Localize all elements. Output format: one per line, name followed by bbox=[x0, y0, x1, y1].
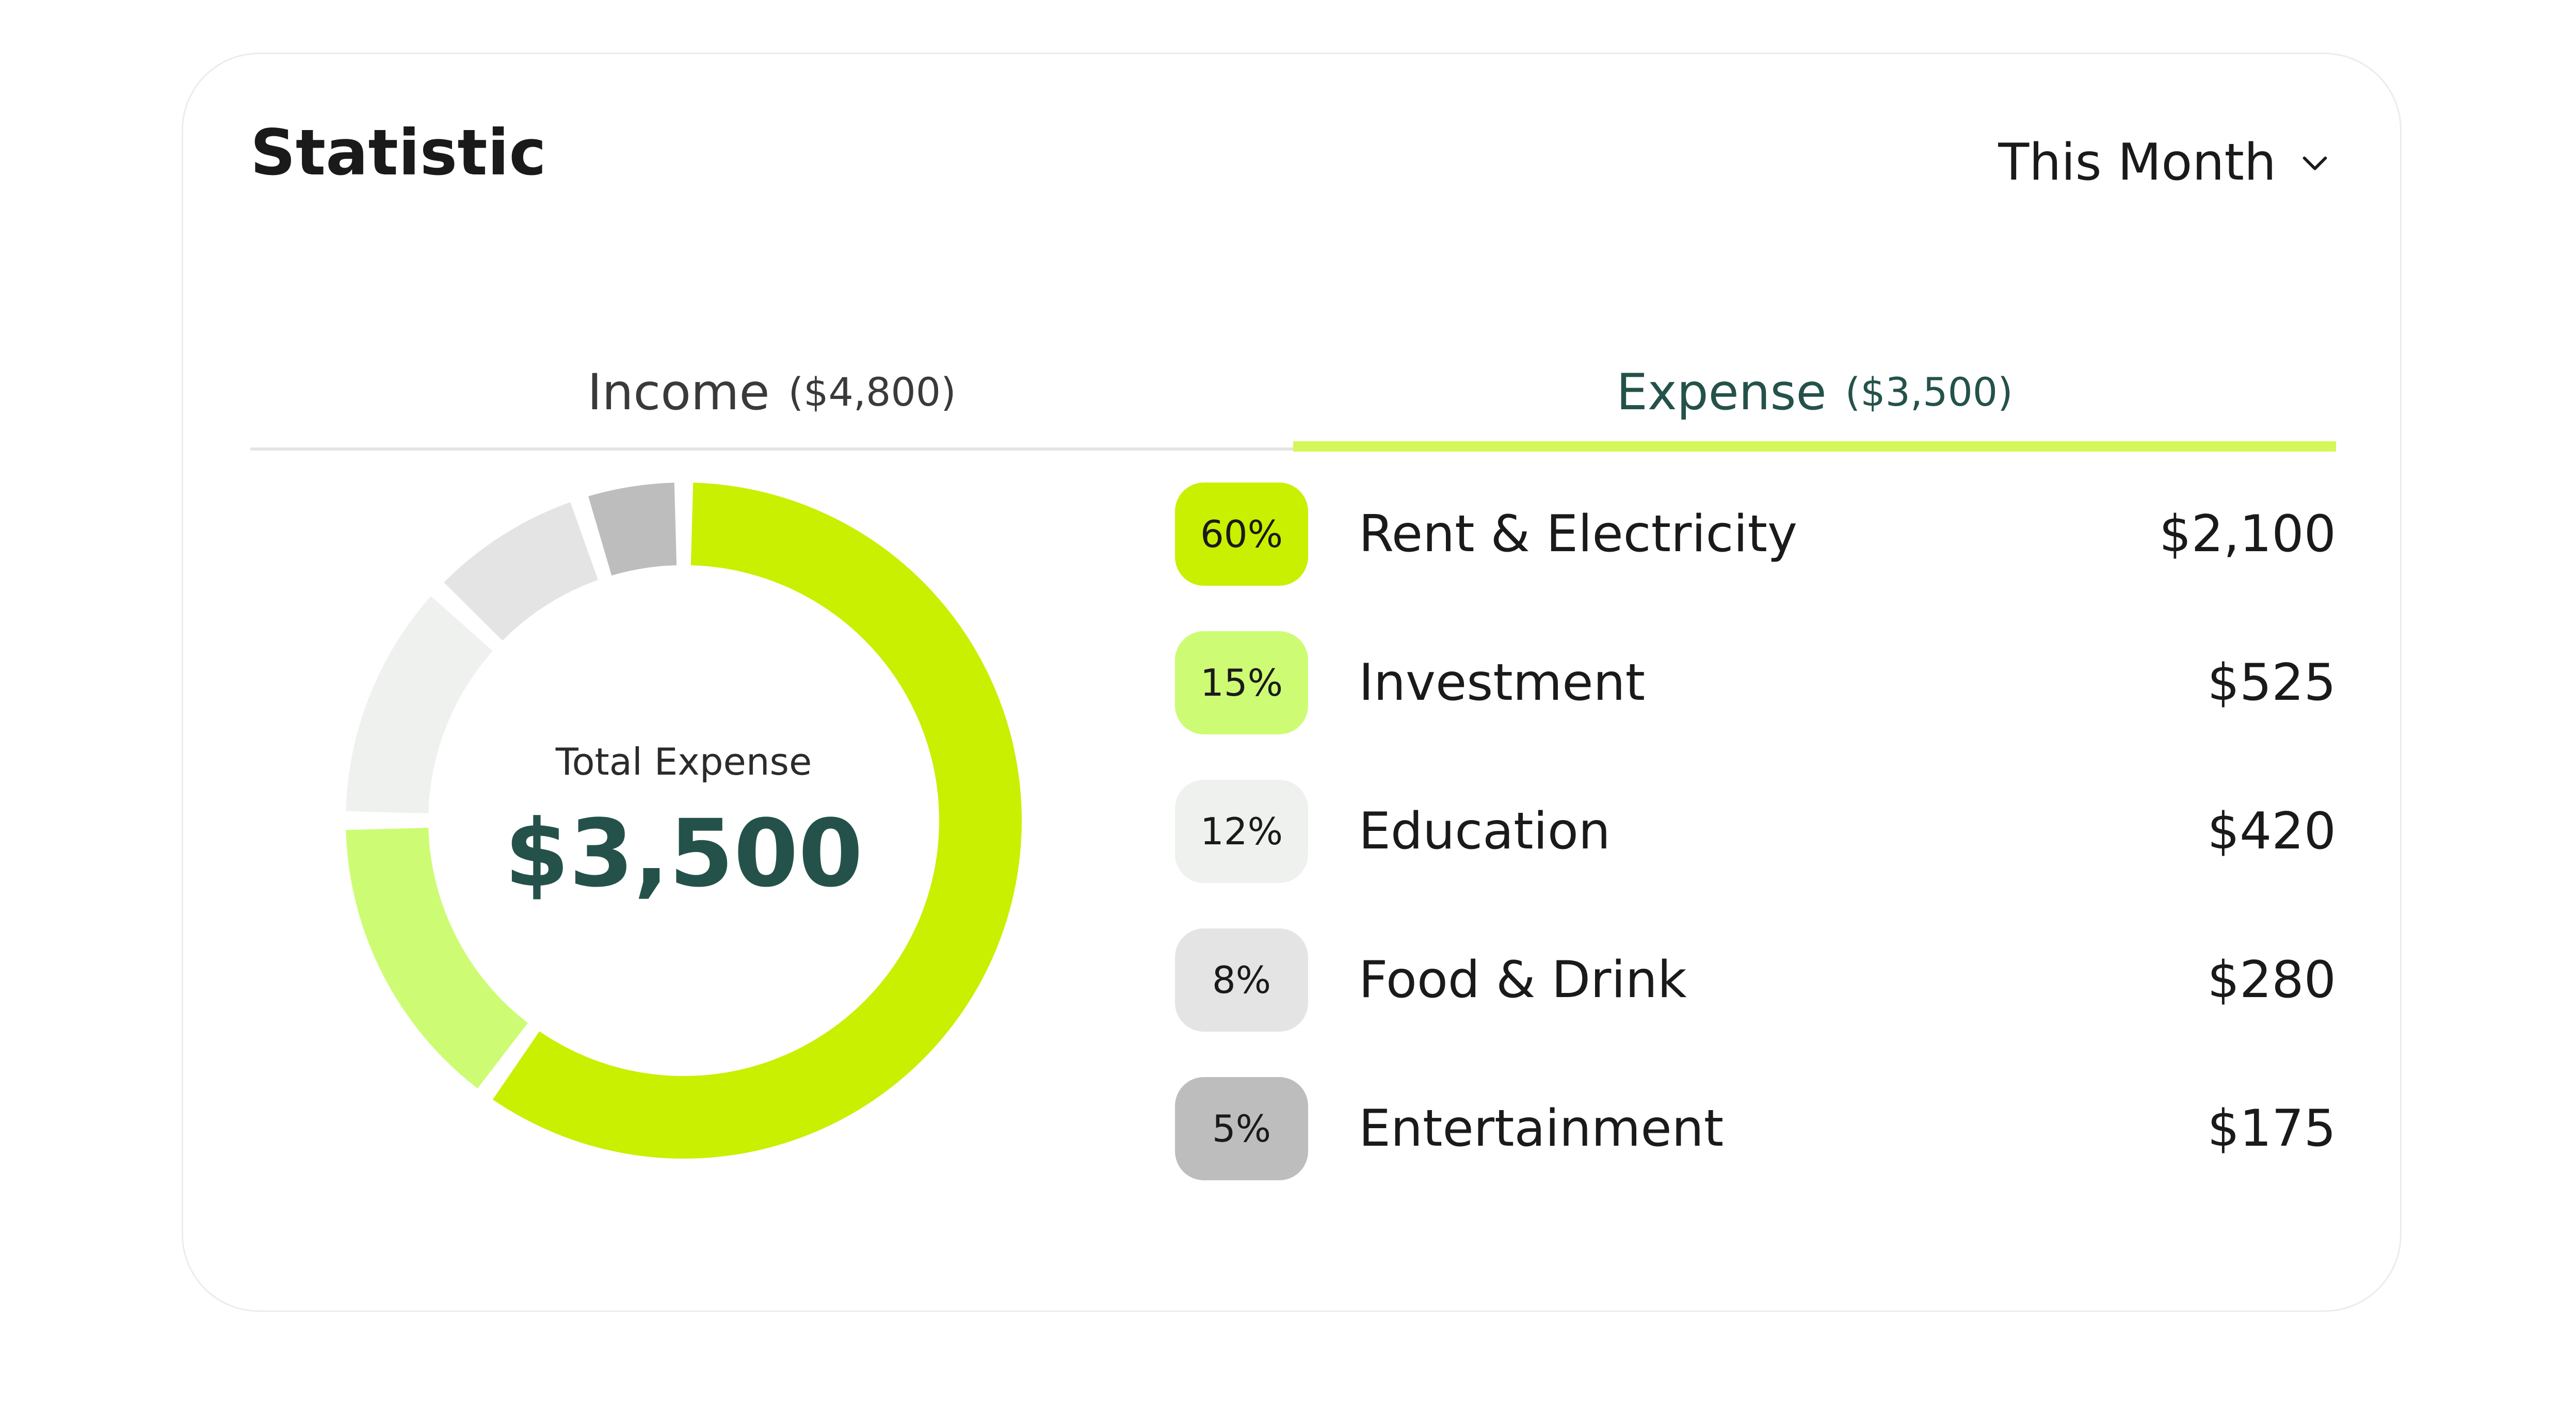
percent-badge: 60% bbox=[1175, 483, 1308, 586]
category-name: Food & Drink bbox=[1359, 951, 1687, 1009]
list-item: 15% Investment $525 bbox=[1175, 631, 2336, 734]
category-amount: $525 bbox=[2207, 653, 2336, 712]
period-dropdown[interactable]: This Month bbox=[1998, 126, 2333, 199]
category-name: Rent & Electricity bbox=[1359, 505, 1798, 564]
statistic-card: Statistic This Month Income ($4,800) Exp… bbox=[182, 53, 2402, 1312]
category-amount: $2,100 bbox=[2159, 505, 2336, 564]
percent-badge: 8% bbox=[1175, 928, 1308, 1032]
donut-center-total: $3,500 bbox=[504, 800, 863, 908]
list-item: 5% Entertainment $175 bbox=[1175, 1077, 2336, 1180]
tab-expense-amount: ($3,500) bbox=[1845, 369, 2013, 415]
category-name: Entertainment bbox=[1359, 1099, 1724, 1158]
tab-income-label: Income bbox=[587, 363, 770, 421]
donut-center-label: Total Expense bbox=[555, 740, 812, 783]
percent-badge: 5% bbox=[1175, 1077, 1308, 1180]
donut-slice-investment bbox=[346, 827, 528, 1088]
percent-badge: 15% bbox=[1175, 631, 1308, 734]
list-item: 8% Food & Drink $280 bbox=[1175, 928, 2336, 1032]
period-label: This Month bbox=[1998, 133, 2276, 192]
category-amount: $175 bbox=[2207, 1099, 2336, 1158]
tab-bar: Income ($4,800) Expense ($3,500) bbox=[250, 333, 2336, 452]
category-name: Education bbox=[1359, 802, 1611, 861]
tab-expense-label: Expense bbox=[1616, 363, 1827, 421]
tab-income[interactable]: Income ($4,800) bbox=[250, 333, 1293, 452]
category-amount: $280 bbox=[2207, 951, 2336, 1009]
tab-income-amount: ($4,800) bbox=[788, 369, 956, 415]
expense-donut-chart bbox=[346, 483, 1022, 1159]
donut-slice-education bbox=[346, 596, 493, 814]
card-title: Statistic bbox=[250, 116, 546, 189]
donut-slice-food-drink bbox=[444, 502, 599, 641]
chevron-down-icon bbox=[2303, 156, 2327, 170]
category-name: Investment bbox=[1359, 653, 1646, 712]
category-list: 60% Rent & Electricity $2,100 15% Invest… bbox=[1175, 483, 2336, 1226]
donut-slice-entertainment bbox=[588, 483, 678, 576]
category-amount: $420 bbox=[2207, 802, 2336, 861]
list-item: 60% Rent & Electricity $2,100 bbox=[1175, 483, 2336, 586]
list-item: 12% Education $420 bbox=[1175, 780, 2336, 883]
percent-badge: 12% bbox=[1175, 780, 1308, 883]
donut-slice-rent-electricity bbox=[493, 483, 1022, 1159]
tab-active-indicator bbox=[1293, 441, 2336, 452]
tab-expense[interactable]: Expense ($3,500) bbox=[1293, 333, 2336, 452]
